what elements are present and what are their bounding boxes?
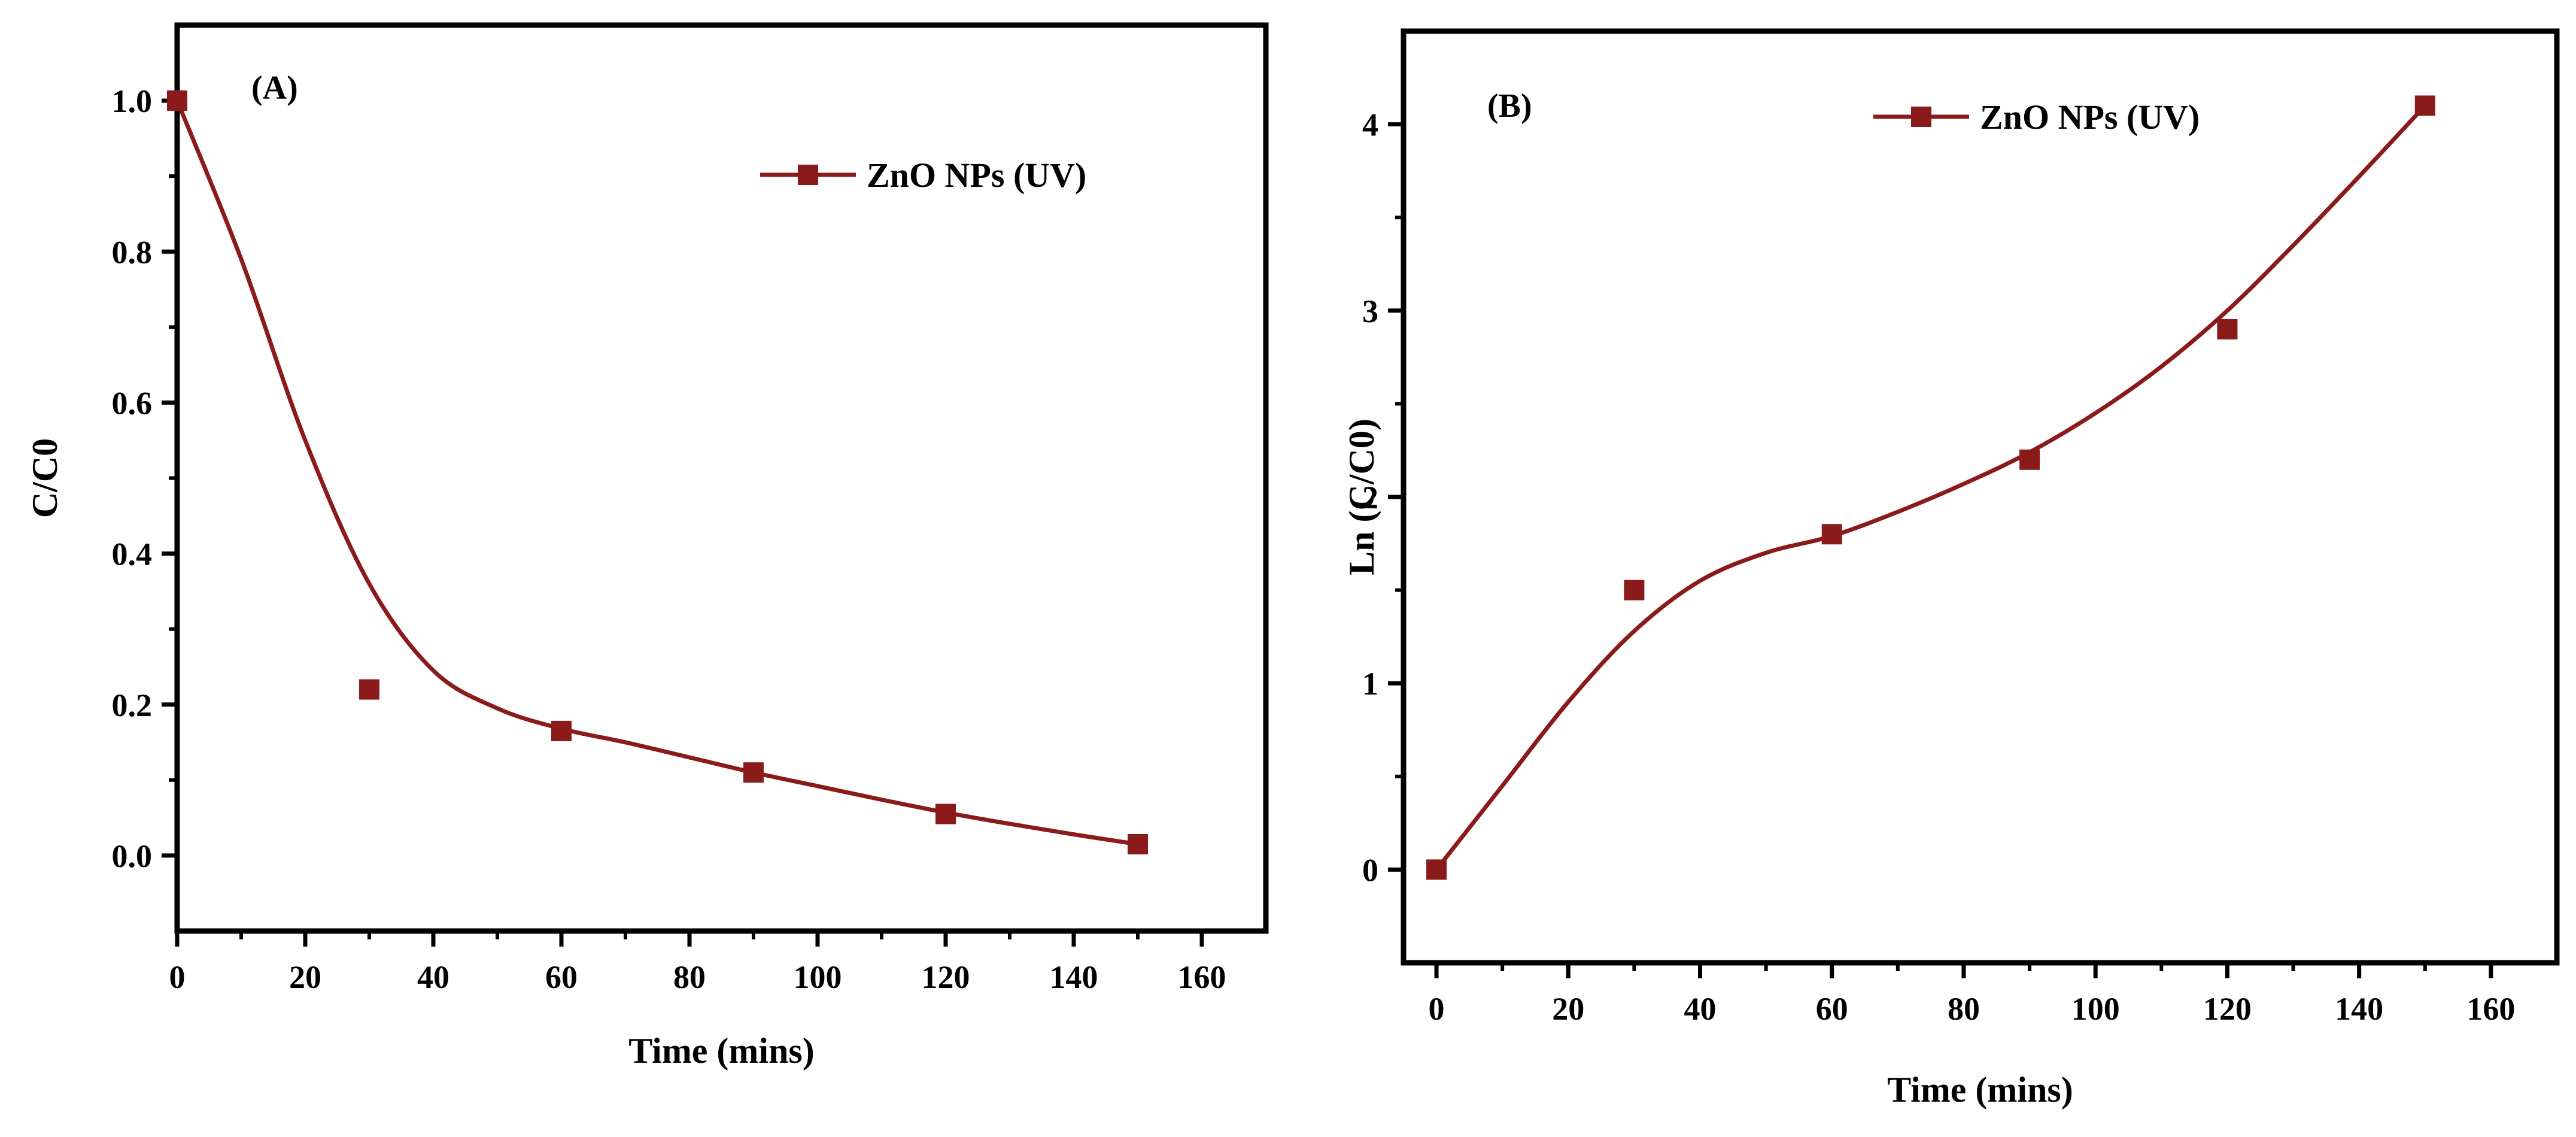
legend-label: ZnO NPs (UV) (1980, 98, 2200, 137)
chart-panel-a: 0 20 40 60 80 100 120 140 160 0.0 0.2 0.4 0.6 0.8 1.0 T… (25, 22, 1269, 1071)
x-tick-label: 40 (1684, 991, 1717, 1027)
data-point (167, 90, 187, 111)
x-tick-label: 100 (2071, 991, 2120, 1027)
data-point (2019, 449, 2040, 470)
y-tick-label: 1 (1362, 666, 1378, 702)
y-axis-title: C/C0 (25, 438, 65, 518)
x-tick-label: 120 (922, 959, 970, 995)
y-tick-label: 0.2 (112, 687, 153, 723)
x-axis-title: Time (mins) (1887, 1070, 2073, 1109)
x-tick-label: 140 (2335, 991, 2383, 1027)
x-tick-label: 20 (1552, 991, 1584, 1027)
y-tick-label: 0.0 (112, 838, 153, 874)
plot-frame-a (174, 22, 1269, 934)
data-point (1426, 859, 1447, 880)
x-tick-label: 20 (289, 959, 321, 995)
x-tick-label: 40 (417, 959, 449, 995)
data-point (2414, 95, 2435, 116)
y-axis-title: Ln (C/C0) (1342, 419, 1381, 575)
fit-curve (1435, 104, 2427, 871)
x-axis-title: Time (mins) (628, 1031, 815, 1071)
data-point (2217, 319, 2238, 339)
y-tick-label: 0 (1362, 852, 1378, 888)
x-tick-label: 60 (1816, 991, 1848, 1027)
x-tick-label: 160 (2466, 991, 2515, 1027)
y-tick-label: 3 (1362, 293, 1378, 329)
y-tick-label: 0.6 (112, 385, 153, 421)
y-tick-label: 1.0 (112, 83, 153, 119)
x-tick-label: 80 (673, 959, 706, 995)
x-tick-label: 160 (1178, 959, 1226, 995)
data-point (743, 762, 764, 783)
x-tick-label: 140 (1050, 959, 1098, 995)
plot-frame-b (1401, 28, 2560, 966)
y-tick-label: 0.4 (112, 536, 153, 572)
chart-panel-b: 0 20 40 60 80 100 120 140 160 0 1 2 3 4 Time (mins) Ln … (1342, 28, 2560, 1109)
panel-label: (B) (1487, 87, 1532, 125)
data-point (1624, 580, 1645, 601)
x-tick-label: 120 (2203, 991, 2252, 1027)
data-point (551, 720, 572, 741)
y-tick-label: 2 (1362, 480, 1378, 516)
y-tick-label: 4 (1362, 107, 1378, 143)
legend-label: ZnO NPs (UV) (867, 156, 1086, 195)
legend-marker (798, 165, 818, 185)
data-point (1128, 834, 1148, 855)
data-point (359, 679, 379, 700)
data-point (935, 804, 956, 824)
y-tick-label: 0.8 (112, 234, 153, 270)
x-tick-label: 100 (794, 959, 842, 995)
x-tick-label: 0 (169, 959, 186, 995)
x-tick-label: 60 (545, 959, 578, 995)
fit-curve (175, 99, 1138, 847)
x-tick-label: 0 (1429, 991, 1445, 1027)
legend-marker (1911, 107, 1931, 127)
data-point (1821, 524, 1842, 545)
x-tick-label: 80 (1948, 991, 1980, 1027)
panel-label: (A) (251, 69, 298, 107)
